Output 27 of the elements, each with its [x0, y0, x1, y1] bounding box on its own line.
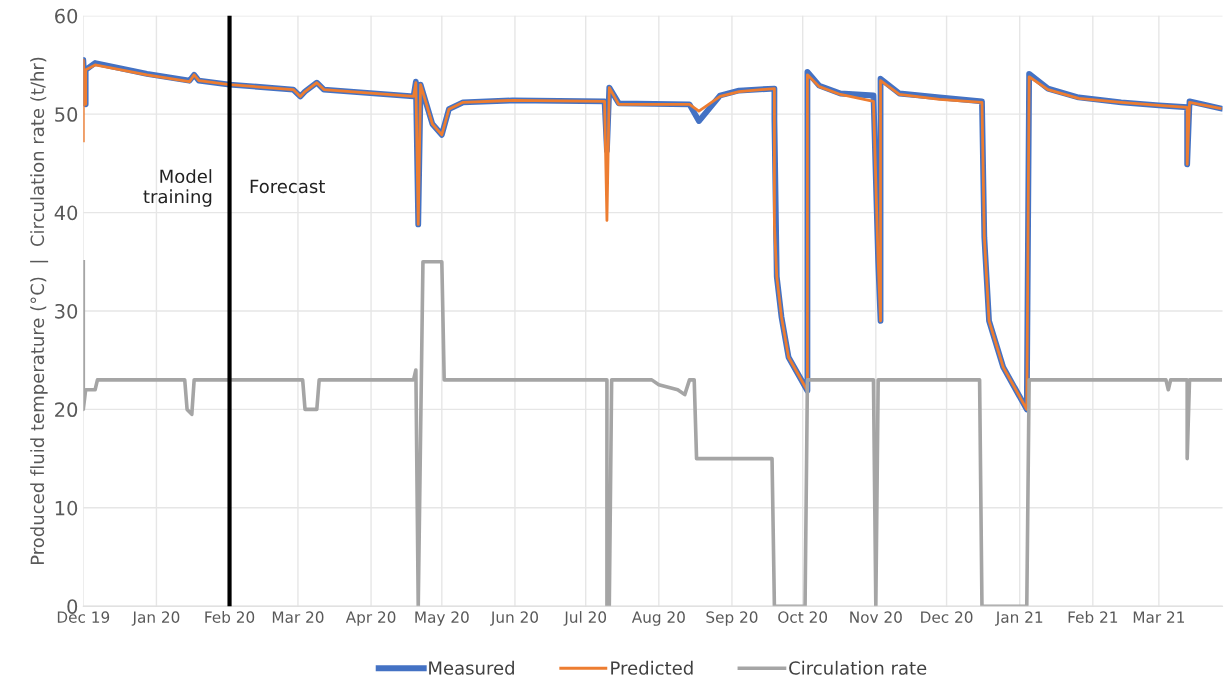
x-tick-label: Sep 20 — [706, 611, 758, 626]
legend-label: Circulation rate — [789, 660, 927, 675]
annotation: Model training — [143, 169, 212, 207]
x-tick-label: May 20 — [415, 611, 469, 626]
y-tick-label: 10 — [55, 500, 78, 516]
y-tick-label: 30 — [55, 303, 78, 319]
legend-label: Predicted — [611, 660, 693, 675]
x-tick-label: Jun 20 — [490, 611, 539, 626]
legend-label: Measured — [429, 660, 514, 675]
y-tick-label: 40 — [54, 205, 78, 221]
x-tick-label: Oct 20 — [778, 611, 828, 623]
x-tick-label: Feb 21 — [1068, 611, 1118, 623]
x-tick-label: Aug 20 — [631, 611, 685, 626]
x-tick-label: Dec 20 — [921, 611, 973, 623]
x-tick-label: Jan 20 — [131, 611, 180, 626]
x-tick-label: Jan 21 — [994, 611, 1043, 626]
x-tick-label: Mar 21 — [1133, 611, 1185, 623]
annotation: Forecast — [250, 179, 325, 194]
x-tick-label: Nov 20 — [850, 611, 902, 623]
x-tick-label: Apr 20 — [345, 611, 396, 626]
y-axis-title: Produced fluid temperature (°C) | Circulation rate (t/hr) — [30, 57, 49, 565]
y-tick-label: 20 — [55, 402, 78, 418]
x-tick-label: Jul 20 — [563, 611, 607, 626]
x-tick-label: Feb 20 — [205, 611, 255, 623]
y-tick-label: 60 — [55, 8, 78, 24]
y-tick-label: 50 — [55, 107, 78, 122]
x-tick-label: Mar 20 — [272, 611, 324, 623]
